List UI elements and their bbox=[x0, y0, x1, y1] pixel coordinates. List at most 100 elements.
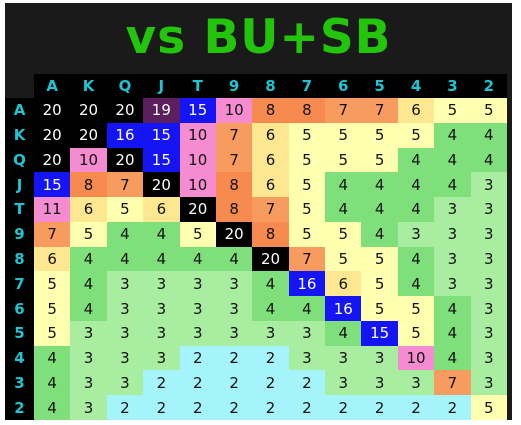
grid-cell: 4 bbox=[143, 246, 180, 272]
grid-cell: 4 bbox=[397, 246, 435, 272]
grid-cell: 3 bbox=[470, 246, 507, 272]
grid-cell: 4 bbox=[397, 147, 435, 173]
grid-cell: 10 bbox=[70, 147, 107, 173]
grid-cell: 4 bbox=[397, 271, 435, 297]
grid-cell: 10 bbox=[179, 147, 216, 173]
grid-cell: 5 bbox=[361, 271, 398, 297]
row-header: 8 bbox=[14, 249, 25, 268]
column-header: 6 bbox=[338, 77, 349, 95]
row-header: A bbox=[13, 101, 26, 120]
grid-cell: 2 bbox=[325, 395, 362, 420]
column-header: 9 bbox=[228, 77, 240, 95]
grid-cell: 4 bbox=[434, 147, 471, 173]
grid-cell: 2 bbox=[179, 395, 216, 420]
grid-cell: 4 bbox=[361, 221, 398, 247]
grid-cell: 2 bbox=[143, 395, 180, 420]
column-headers: A K Q J T 9 8 7 6 5 4 3 2 bbox=[34, 74, 507, 98]
grid-cell: 4 bbox=[434, 122, 471, 148]
column-header: 7 bbox=[301, 77, 313, 95]
grid-cell: 3 bbox=[215, 296, 253, 321]
grid-cell: 7 bbox=[215, 147, 253, 173]
grid-cell: 3 bbox=[106, 345, 144, 371]
grid-cell: 2 bbox=[106, 395, 144, 420]
column-header: 5 bbox=[374, 77, 385, 95]
grid-cell: 6 bbox=[252, 122, 289, 148]
grid-cell: 2 bbox=[143, 370, 180, 396]
grid-cell: 5 bbox=[361, 147, 398, 173]
grid-cell: 20 bbox=[106, 147, 144, 173]
grid-cell: 5 bbox=[397, 296, 435, 321]
grid-cell: 20 bbox=[34, 122, 71, 148]
grid-cell: 5 bbox=[361, 122, 398, 148]
grid-cell: 16 bbox=[288, 271, 326, 297]
grid-cell: 4 bbox=[325, 320, 362, 346]
grid-cell: 4 bbox=[252, 271, 289, 297]
grid-cell: 10 bbox=[397, 345, 435, 371]
grid-cell: 3 bbox=[252, 320, 289, 346]
grid-cell: 8 bbox=[215, 197, 253, 222]
grid-cell: 15 bbox=[179, 98, 216, 123]
grid-cell: 3 bbox=[179, 271, 216, 297]
grid-cell: 3 bbox=[470, 221, 507, 247]
grid-cell: 20 bbox=[215, 221, 253, 247]
grid-cell: 5 bbox=[179, 221, 216, 247]
grid-cell: 5 bbox=[70, 221, 107, 247]
column-header: 8 bbox=[265, 77, 276, 95]
grid-cell: 3 bbox=[470, 370, 507, 396]
column-header: K bbox=[82, 77, 95, 95]
grid-cell: 4 bbox=[143, 221, 180, 247]
row-header: K bbox=[13, 126, 26, 145]
grid-cell: 5 bbox=[34, 296, 71, 321]
column-header: A bbox=[46, 77, 58, 95]
grid-cell: 4 bbox=[361, 197, 398, 222]
grid-cell: 10 bbox=[215, 98, 253, 123]
grid-cell: 8 bbox=[252, 98, 289, 123]
grid-cell: 3 bbox=[143, 271, 180, 297]
grid-cell: 20 bbox=[252, 246, 289, 272]
row-header: Q bbox=[13, 150, 26, 169]
grid-cell: 3 bbox=[143, 320, 180, 346]
grid-cell: 7 bbox=[215, 122, 253, 148]
grid-cell: 4 bbox=[34, 370, 71, 396]
grid-cell: 3 bbox=[143, 345, 180, 371]
grid-cell: 2 bbox=[215, 395, 253, 420]
row-header: T bbox=[14, 200, 25, 219]
grid-cell: 4 bbox=[106, 246, 144, 272]
row-header: 5 bbox=[14, 324, 25, 343]
grid-cell: 7 bbox=[106, 172, 144, 198]
grid-cell: 19 bbox=[143, 98, 180, 123]
grid-cell: 3 bbox=[106, 296, 144, 321]
row-header: 7 bbox=[14, 274, 25, 293]
grid-cell: 3 bbox=[288, 345, 326, 371]
grid-cell: 20 bbox=[143, 172, 180, 198]
grid-cell: 7 bbox=[34, 221, 71, 247]
grid-cell: 5 bbox=[288, 221, 326, 247]
grid-cell: 3 bbox=[106, 370, 144, 396]
grid-cell: 3 bbox=[106, 271, 144, 297]
grid-cell: 6 bbox=[252, 147, 289, 173]
grid-cell: 3 bbox=[361, 370, 398, 396]
grid-cell: 6 bbox=[34, 246, 71, 272]
grid-cell: 3 bbox=[397, 221, 435, 247]
grid-cell: 4 bbox=[70, 246, 107, 272]
row-header: 3 bbox=[14, 373, 25, 392]
grid-cell: 5 bbox=[397, 122, 435, 148]
grid-cell: 4 bbox=[34, 345, 71, 371]
grid-cell: 6 bbox=[143, 197, 180, 222]
grid-cell: 5 bbox=[325, 246, 362, 272]
grid-cell: 10 bbox=[179, 172, 216, 198]
grid-cell: 3 bbox=[434, 246, 471, 272]
grid-cell: 3 bbox=[470, 296, 507, 321]
grid-cell: 15 bbox=[143, 122, 180, 148]
grid-cell: 16 bbox=[325, 296, 362, 321]
grid-cell: 2 bbox=[252, 395, 289, 420]
grid-cell: 3 bbox=[179, 296, 216, 321]
row-header: 6 bbox=[14, 299, 25, 318]
grid-cell: 4 bbox=[397, 197, 435, 222]
grid-cell: 2 bbox=[434, 395, 471, 420]
grid-cell: 7 bbox=[288, 246, 326, 272]
grid-cell: 4 bbox=[434, 345, 471, 371]
grid-cell: 4 bbox=[34, 395, 71, 420]
grid-cell: 6 bbox=[397, 98, 435, 123]
